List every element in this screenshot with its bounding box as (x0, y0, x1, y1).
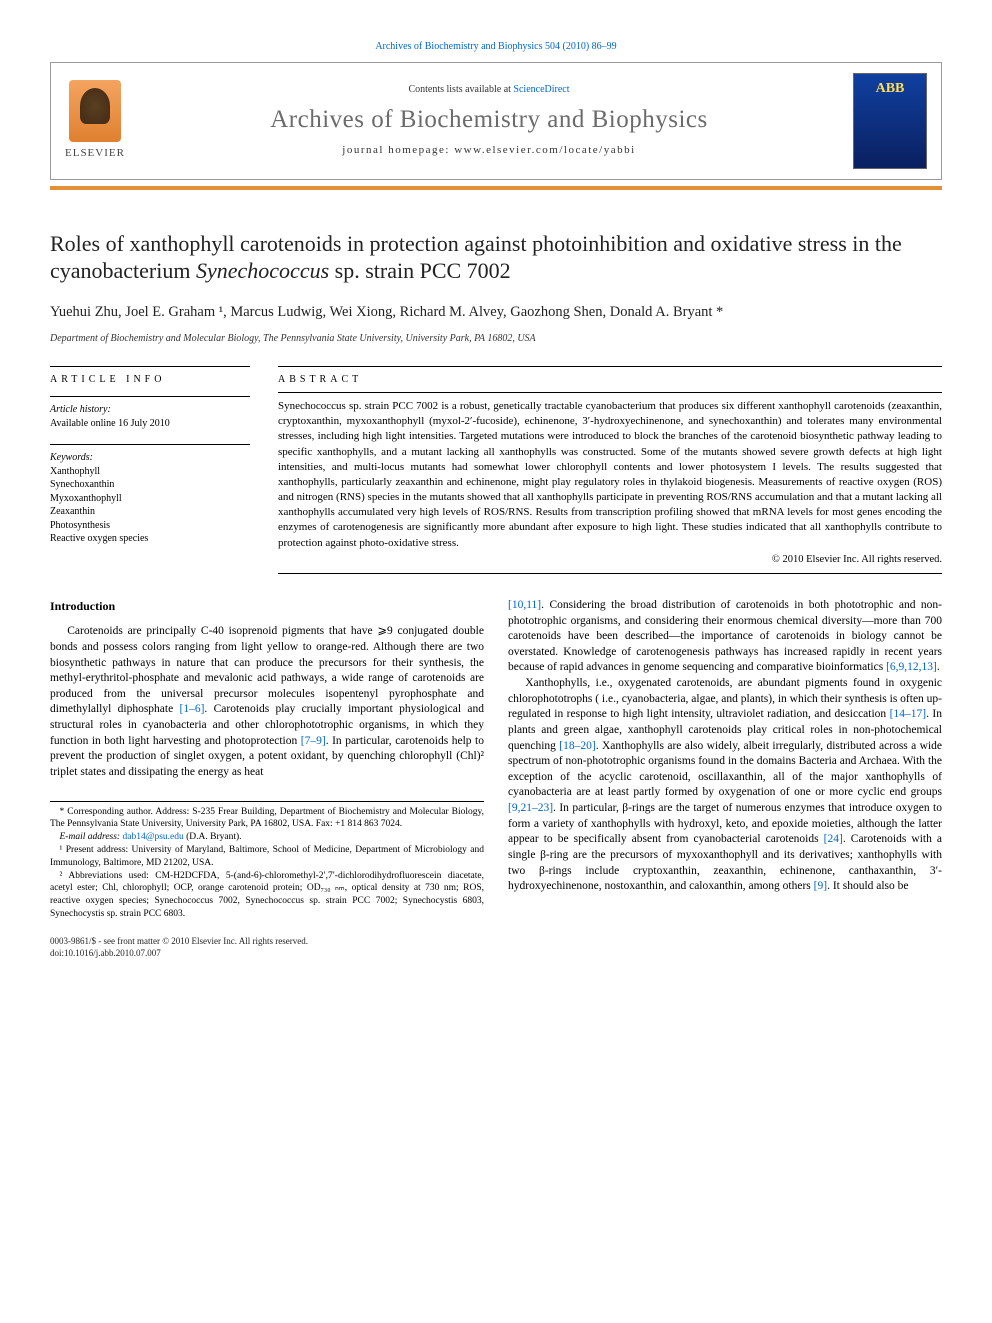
affiliation: Department of Biochemistry and Molecular… (50, 332, 942, 346)
keyword-item: Reactive oxygen species (50, 532, 250, 546)
footer-doi: doi:10.1016/j.abb.2010.07.007 (50, 947, 484, 959)
ref-link[interactable]: [9] (814, 880, 827, 892)
keyword-item: Synechoxanthin (50, 478, 250, 492)
ref-link[interactable]: [9,21–23] (508, 802, 553, 814)
ref-link[interactable]: [10,11] (508, 599, 541, 611)
footer-front-matter: 0003-9861/$ - see front matter © 2010 El… (50, 935, 484, 947)
abstract-heading: ABSTRACT (278, 373, 942, 387)
footnote-email: E-mail address: dab14@psu.edu (D.A. Brya… (50, 831, 484, 844)
col2-paragraph-2: Xanthophylls, i.e., oxygenated carotenoi… (508, 676, 942, 895)
header-center: Contents lists available at ScienceDirec… (125, 83, 853, 157)
ref-link[interactable]: [14–17] (890, 708, 926, 720)
top-citation: Archives of Biochemistry and Biophysics … (50, 40, 942, 54)
top-citation-link[interactable]: Archives of Biochemistry and Biophysics … (375, 41, 616, 52)
article-info-heading: ARTICLE INFO (50, 373, 250, 387)
body-columns: Introduction Carotenoids are principally… (50, 598, 942, 959)
article-info-column: ARTICLE INFO Article history: Available … (50, 366, 250, 574)
keyword-item: Myxoxanthophyll (50, 492, 250, 506)
ref-link[interactable]: [6,9,12,13] (886, 661, 937, 673)
c2p2-a: Xanthophylls, i.e., oxygenated carotenoi… (508, 677, 942, 720)
contents-line: Contents lists available at ScienceDirec… (141, 83, 837, 97)
footnote-2: ² Abbreviations used: CM-H2DCFDA, 5-(and… (50, 870, 484, 921)
elsevier-logo-box: ELSEVIER (65, 80, 125, 161)
ref-link[interactable]: [18–20] (559, 740, 595, 752)
footnote-1: ¹ Present address: University of Marylan… (50, 844, 484, 870)
c2p2-f: . It should also be (827, 880, 908, 892)
contents-prefix: Contents lists available at (408, 84, 513, 95)
footnote-corresponding: * Corresponding author. Address: S-235 F… (50, 806, 484, 832)
journal-header-box: ELSEVIER Contents lists available at Sci… (50, 62, 942, 180)
ref-link[interactable]: [7–9] (301, 735, 326, 747)
footnotes-block: * Corresponding author. Address: S-235 F… (50, 801, 484, 921)
elsevier-label: ELSEVIER (65, 146, 125, 161)
abstract-column: ABSTRACT Synechococcus sp. strain PCC 70… (278, 366, 942, 574)
abstract-body: Synechococcus sp. strain PCC 7002 is a r… (278, 399, 942, 551)
keyword-item: Photosynthesis (50, 519, 250, 533)
email-after: (D.A. Bryant). (184, 832, 242, 842)
intro-heading: Introduction (50, 598, 484, 614)
keyword-item: Zeaxanthin (50, 505, 250, 519)
email-link[interactable]: dab14@psu.edu (122, 832, 183, 842)
journal-homepage: journal homepage: www.elsevier.com/locat… (141, 143, 837, 158)
journal-cover-thumbnail: ABB (853, 73, 927, 169)
ref-link[interactable]: [24] (824, 833, 843, 845)
meta-row: ARTICLE INFO Article history: Available … (50, 366, 942, 574)
keywords-list: Xanthophyll Synechoxanthin Myxoxanthophy… (50, 465, 250, 546)
ref-link[interactable]: [1–6] (180, 703, 205, 715)
author-list: Yuehui Zhu, Joel E. Graham ¹, Marcus Lud… (50, 303, 942, 323)
page-root: Archives of Biochemistry and Biophysics … (0, 0, 992, 999)
title-italic: Synechococcus (196, 258, 329, 283)
column-left: Introduction Carotenoids are principally… (50, 598, 484, 959)
article-title: Roles of xanthophyll carotenoids in prot… (50, 230, 942, 285)
column-right: [10,11]. Considering the broad distribut… (508, 598, 942, 959)
sciencedirect-link[interactable]: ScienceDirect (513, 84, 569, 95)
c2p1-end: . (937, 661, 940, 673)
history-value: Available online 16 July 2010 (50, 417, 250, 431)
keyword-item: Xanthophyll (50, 465, 250, 479)
c2p1-a: . Considering the broad distribution of … (508, 599, 942, 674)
keywords-label: Keywords: (50, 451, 250, 465)
intro-paragraph-1: Carotenoids are principally C-40 isopren… (50, 624, 484, 780)
title-part-b: sp. strain PCC 7002 (329, 258, 511, 283)
abstract-copyright: © 2010 Elsevier Inc. All rights reserved… (278, 553, 942, 567)
col2-paragraph-1: [10,11]. Considering the broad distribut… (508, 598, 942, 676)
history-label: Article history: (50, 403, 250, 417)
accent-bar (50, 186, 942, 190)
journal-name: Archives of Biochemistry and Biophysics (141, 103, 837, 137)
p1-text-a: Carotenoids are principally C-40 isopren… (50, 625, 484, 715)
elsevier-tree-icon (69, 80, 121, 142)
email-label: E-mail address: (60, 832, 123, 842)
